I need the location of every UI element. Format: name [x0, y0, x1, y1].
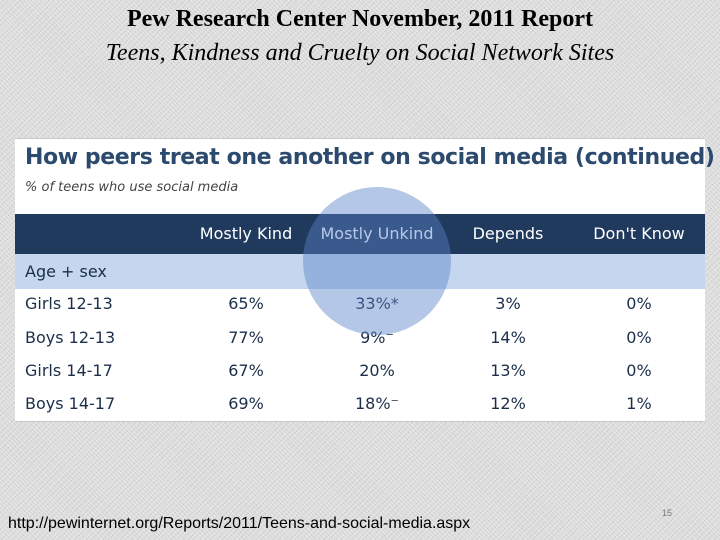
table-cell: 13%: [490, 361, 526, 380]
column-header-mostly-unkind: Mostly Unkind: [320, 224, 434, 243]
page-number: 15: [662, 508, 673, 518]
figure-heading: How peers treat one another on social me…: [25, 145, 715, 170]
source-url: http://pewinternet.org/Reports/2011/Teen…: [8, 515, 471, 532]
table-cell: 69%: [228, 394, 264, 413]
table-cell: 33%*: [355, 294, 399, 313]
table-cell: 20%: [359, 361, 395, 380]
table-header-row: [15, 214, 705, 254]
column-header-depends: Depends: [472, 224, 544, 243]
column-header-dont-know: Don't Know: [593, 224, 685, 243]
table-cell: 14%: [490, 328, 526, 347]
figure-caption: % of teens who use social media: [25, 180, 239, 195]
table-cell: 9%⁻: [360, 328, 394, 347]
slide-title: Pew Research Center November, 2011 Repor…: [126, 6, 594, 32]
table-cell: 12%: [490, 394, 526, 413]
table-cell: 65%: [228, 294, 264, 313]
table-cell: 1%: [626, 394, 652, 413]
table-cell: 0%: [626, 361, 652, 380]
table-figure: How peers treat one another on social me…: [15, 138, 715, 422]
table-cell: 0%: [626, 294, 652, 313]
group-label: Age + sex: [25, 262, 107, 281]
slide-subtitle: Teens, Kindness and Cruelty on Social Ne…: [105, 40, 615, 66]
row-label: Boys 14-17: [25, 394, 116, 413]
row-label: Boys 12-13: [25, 328, 116, 347]
row-label: Girls 14-17: [25, 361, 113, 380]
table-cell: 18%⁻: [354, 394, 399, 413]
column-header-mostly-kind: Mostly Kind: [199, 224, 293, 243]
row-label: Girls 12-13: [25, 294, 113, 313]
table-cell: 0%: [626, 328, 652, 347]
table-cell: 77%: [228, 328, 264, 347]
table-group-row: [15, 254, 705, 289]
table-cell: 3%: [495, 294, 521, 313]
table-cell: 67%: [228, 361, 264, 380]
